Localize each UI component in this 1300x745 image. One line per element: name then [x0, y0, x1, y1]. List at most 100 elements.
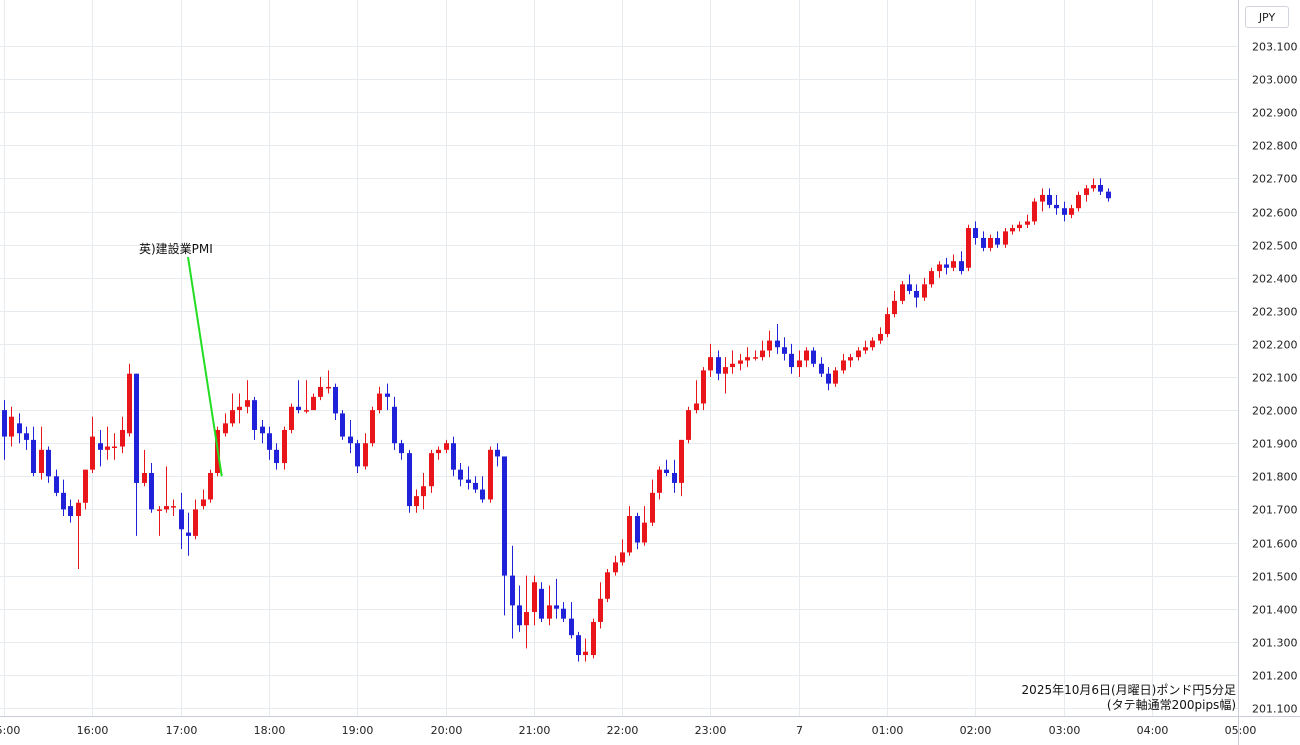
candle-body	[164, 506, 169, 510]
candle-body	[1062, 208, 1067, 215]
candle-body	[863, 347, 868, 351]
candle-down	[510, 545, 515, 639]
candle-up	[892, 290, 897, 318]
time-tick-label: 01:00	[872, 724, 904, 737]
candle-up	[708, 343, 713, 377]
price-tick-label: 201.600	[1252, 538, 1298, 551]
candle-down	[399, 439, 404, 460]
candle-up	[856, 347, 861, 361]
candle-down	[907, 274, 912, 295]
price-tick-label: 202.900	[1252, 107, 1298, 120]
candle-up	[532, 575, 537, 626]
candle-up	[701, 367, 706, 411]
candle-up	[289, 403, 294, 434]
candle-body	[951, 261, 956, 268]
candle-up	[9, 406, 14, 447]
candle-down	[355, 439, 360, 473]
annotation: 英)建設業PMI	[139, 241, 223, 477]
candle-body	[694, 403, 699, 411]
candle-body	[363, 443, 368, 467]
candle-up	[76, 499, 81, 569]
candle-body	[804, 350, 809, 361]
candle-body	[488, 449, 493, 500]
candle-body	[539, 588, 544, 619]
candle-up	[1076, 191, 1081, 212]
caption-line-1: 2025年10月6日(月曜日)ポンド円5分足	[1022, 683, 1236, 697]
candle-body	[318, 386, 323, 397]
candle-body	[31, 439, 36, 473]
candle-up	[112, 433, 117, 460]
candle-up	[230, 393, 235, 427]
candle-body	[377, 393, 382, 411]
candle-body	[355, 443, 360, 467]
candle-down	[561, 602, 566, 622]
candle-down	[1098, 178, 1103, 195]
candle-down	[61, 479, 66, 517]
candle-down	[466, 466, 471, 490]
candle-body	[510, 575, 515, 606]
candle-body	[495, 449, 500, 457]
candle-body	[775, 340, 780, 348]
candle-body	[458, 469, 463, 480]
candle-up	[304, 380, 309, 414]
candle-body	[451, 443, 456, 470]
candle-body	[1047, 194, 1052, 205]
candle-body	[348, 436, 353, 444]
candle-up	[804, 347, 809, 368]
candle-body	[517, 605, 522, 626]
candle-up	[157, 506, 162, 536]
caption-line-2: (タテ軸通常200pips幅)	[1107, 697, 1236, 712]
candle-up	[370, 406, 375, 447]
candle-body	[959, 261, 964, 272]
candle-body	[716, 357, 721, 374]
candle-body	[407, 453, 412, 507]
candle-up	[83, 469, 88, 510]
candle-up	[1040, 188, 1045, 212]
candle-body	[922, 284, 927, 298]
candle-up	[488, 446, 493, 503]
candle-body	[583, 651, 588, 656]
candle-body	[1091, 185, 1096, 189]
candle-up	[591, 618, 596, 659]
candle-body	[907, 284, 912, 291]
candle-body	[826, 373, 831, 384]
candle-body	[657, 469, 662, 493]
time-tick-label: 02:00	[960, 724, 992, 737]
candle-down	[24, 426, 29, 450]
candle-up	[929, 267, 934, 288]
candle-down	[716, 350, 721, 381]
candle-down	[554, 578, 559, 619]
candle-up	[988, 234, 993, 252]
candle-up	[760, 340, 765, 361]
candle-up	[245, 380, 250, 414]
candle-up	[193, 499, 198, 540]
candle-up	[414, 489, 419, 513]
price-tick-label: 202.700	[1252, 173, 1298, 186]
candle-up	[363, 433, 368, 470]
candle-down	[134, 373, 139, 536]
candle-body	[76, 502, 81, 517]
time-tick-label: 19:00	[342, 724, 374, 737]
currency-label[interactable]: JPY	[1245, 6, 1289, 28]
candle-up	[767, 330, 772, 358]
candle-body	[841, 360, 846, 371]
price-tick-label: 201.700	[1252, 504, 1298, 517]
price-tick-label: 201.300	[1252, 637, 1298, 650]
candle-body	[973, 228, 978, 238]
candle-up	[723, 357, 728, 394]
candle-down	[333, 383, 338, 421]
price-tick-label: 201.200	[1252, 670, 1298, 683]
candle-down	[672, 459, 677, 493]
time-tick-label: 20:00	[431, 724, 463, 737]
candle-down	[385, 383, 390, 411]
candle-down	[959, 251, 964, 275]
candle-body	[1076, 194, 1081, 209]
candle-down	[296, 380, 301, 414]
candle-down	[149, 463, 154, 513]
time-tick-label: 18:00	[254, 724, 286, 737]
candle-body	[1032, 201, 1037, 222]
candle-down	[274, 443, 279, 470]
candle-body	[98, 443, 103, 450]
candle-body	[848, 357, 853, 361]
